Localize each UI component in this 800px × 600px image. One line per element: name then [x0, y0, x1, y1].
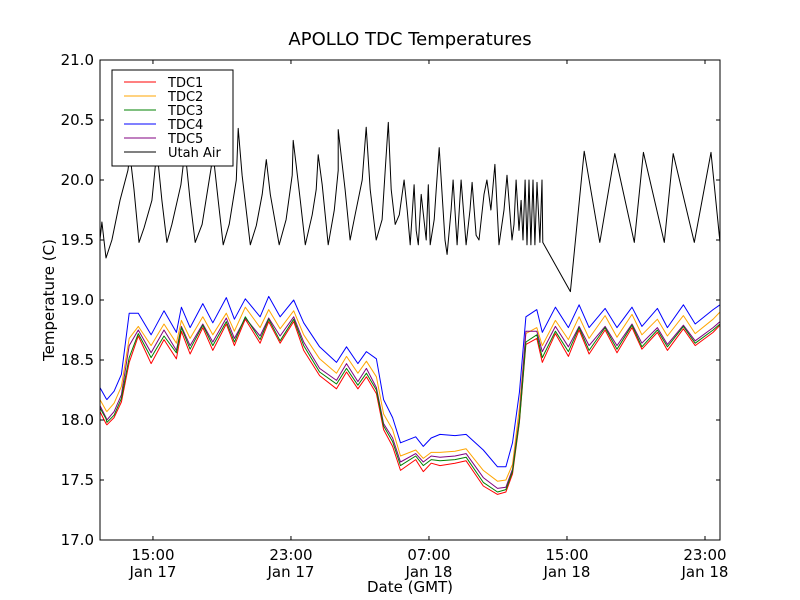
x-axis-label: Date (GMT)	[367, 578, 453, 596]
x-tick-label-date: Jan 18	[404, 563, 452, 581]
y-axis: 17.0 17.5 18.0 18.5 19.0 19.5 20.0 20.5 21.0	[61, 51, 720, 549]
y-tick-label: 19.0	[61, 291, 94, 309]
x-tick-label-date: Jan 18	[680, 563, 728, 581]
series-line-tdc3	[99, 316, 721, 493]
legend-label: TDC2	[167, 90, 203, 105]
x-tick-label-time: 15:00	[545, 546, 588, 564]
legend-label: TDC1	[167, 76, 203, 91]
y-tick-label: 17.0	[61, 531, 94, 549]
y-tick-label: 21.0	[61, 51, 94, 69]
y-tick-label: 20.5	[61, 111, 94, 129]
x-tick-label-date: Jan 17	[266, 563, 314, 581]
legend-label: Utah Air	[168, 146, 221, 161]
series-line-utah-air	[99, 121, 721, 293]
y-tick-label: 18.0	[61, 411, 94, 429]
y-axis-label: Temperature (C)	[40, 239, 58, 362]
x-tick-label-date: Jan 18	[542, 563, 590, 581]
x-tick-label-time: 07:00	[407, 546, 450, 564]
x-tick-label-date: Jan 17	[128, 563, 176, 581]
legend-box	[111, 69, 234, 167]
series-layer	[99, 121, 721, 495]
y-tick-label: 19.5	[61, 231, 94, 249]
x-tick-label-time: 15:00	[131, 546, 174, 564]
y-tick-label: 17.5	[61, 471, 94, 489]
series-line-tdc1	[99, 318, 721, 495]
series-line-tdc4	[99, 295, 721, 468]
y-tick-label: 20.0	[61, 171, 94, 189]
y-tick-label: 18.5	[61, 351, 94, 369]
x-tick-label-time: 23:00	[683, 546, 726, 564]
x-tick-label-time: 23:00	[269, 546, 312, 564]
legend-label: TDC5	[167, 132, 203, 147]
series-line-tdc2	[99, 306, 721, 482]
chart-title: APOLLO TDC Temperatures	[288, 29, 531, 50]
legend-label: TDC3	[167, 104, 203, 119]
legend-label: TDC4	[167, 118, 203, 133]
